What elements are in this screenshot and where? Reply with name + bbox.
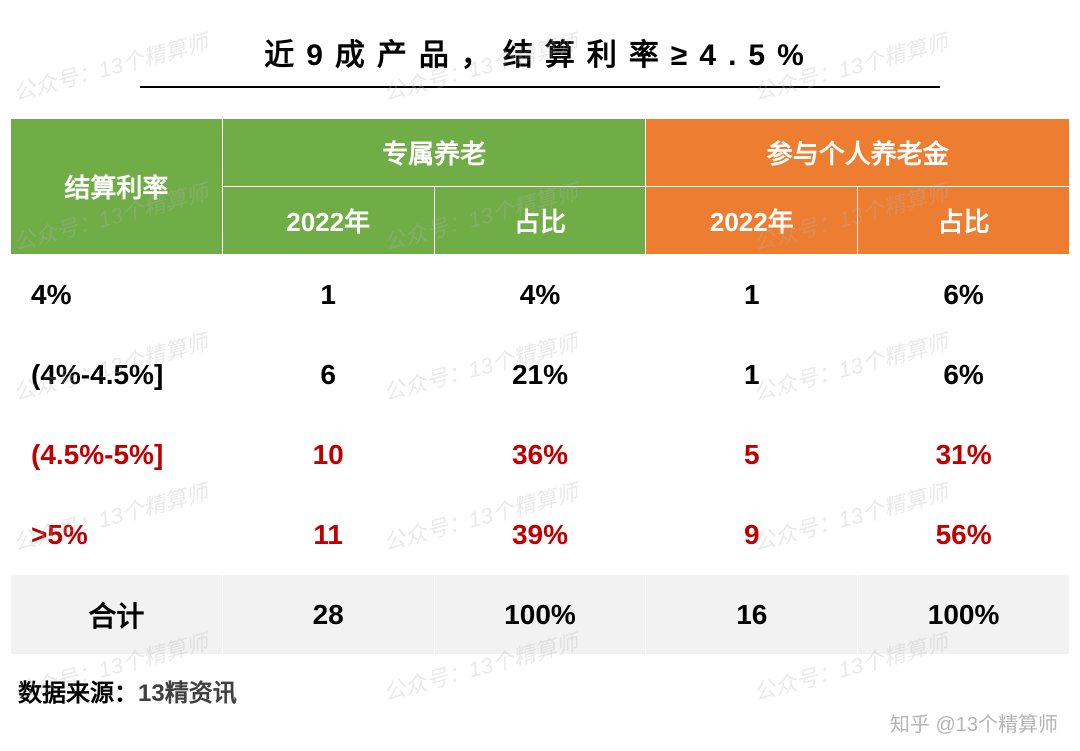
- cell-value: 31%: [858, 415, 1070, 495]
- header-sub-ratio-2: 占比: [858, 187, 1070, 255]
- cell-value: 21%: [434, 335, 646, 415]
- header-row-groups: 结算利率 专属养老 参与个人养老金: [11, 119, 1070, 187]
- cell-value: 6%: [858, 255, 1070, 335]
- table-row-total: 合计 28 100% 16 100%: [11, 575, 1070, 655]
- cell-value: 100%: [434, 575, 646, 655]
- source-label: 数据来源：: [18, 680, 138, 707]
- cell-value: 39%: [434, 495, 646, 575]
- cell-label: 4%: [11, 255, 223, 335]
- cell-value: 1: [222, 255, 434, 335]
- table-row: >5% 11 39% 9 56%: [11, 495, 1070, 575]
- cell-value: 5: [646, 415, 858, 495]
- cell-value: 16: [646, 575, 858, 655]
- table-row: (4.5%-5%] 10 36% 5 31%: [11, 415, 1070, 495]
- source-value: 13精资讯: [138, 680, 237, 707]
- page-title: 近9成产品，结算利率≥4.5%: [140, 20, 940, 88]
- table-row: 4% 1 4% 1 6%: [11, 255, 1070, 335]
- source-line: 数据来源：13精资讯: [10, 655, 1070, 708]
- cell-value: 36%: [434, 415, 646, 495]
- header-sub-year-1: 2022年: [222, 187, 434, 255]
- attribution: 知乎 @13个精算师: [890, 708, 1058, 737]
- cell-label-total: 合计: [11, 575, 223, 655]
- cell-value: 56%: [858, 495, 1070, 575]
- cell-value: 10: [222, 415, 434, 495]
- cell-value: 6: [222, 335, 434, 415]
- cell-value: 1: [646, 335, 858, 415]
- cell-value: 4%: [434, 255, 646, 335]
- cell-value: 9: [646, 495, 858, 575]
- table-row: (4%-4.5%] 6 21% 1 6%: [11, 335, 1070, 415]
- header-group-exclusive: 专属养老: [222, 119, 646, 187]
- cell-value: 28: [222, 575, 434, 655]
- cell-value: 6%: [858, 335, 1070, 415]
- table-body: 4% 1 4% 1 6% (4%-4.5%] 6 21% 1 6% (4.5%-…: [11, 255, 1070, 655]
- header-sub-ratio-1: 占比: [434, 187, 646, 255]
- cell-label: >5%: [11, 495, 223, 575]
- cell-value: 100%: [858, 575, 1070, 655]
- cell-label: (4%-4.5%]: [11, 335, 223, 415]
- cell-value: 11: [222, 495, 434, 575]
- data-table: 结算利率 专属养老 参与个人养老金 2022年 占比 2022年 占比 4% 1…: [10, 118, 1070, 655]
- cell-label: (4.5%-5%]: [11, 415, 223, 495]
- header-col-rate: 结算利率: [11, 119, 223, 255]
- header-sub-year-2: 2022年: [646, 187, 858, 255]
- header-group-personal: 参与个人养老金: [646, 119, 1070, 187]
- cell-value: 1: [646, 255, 858, 335]
